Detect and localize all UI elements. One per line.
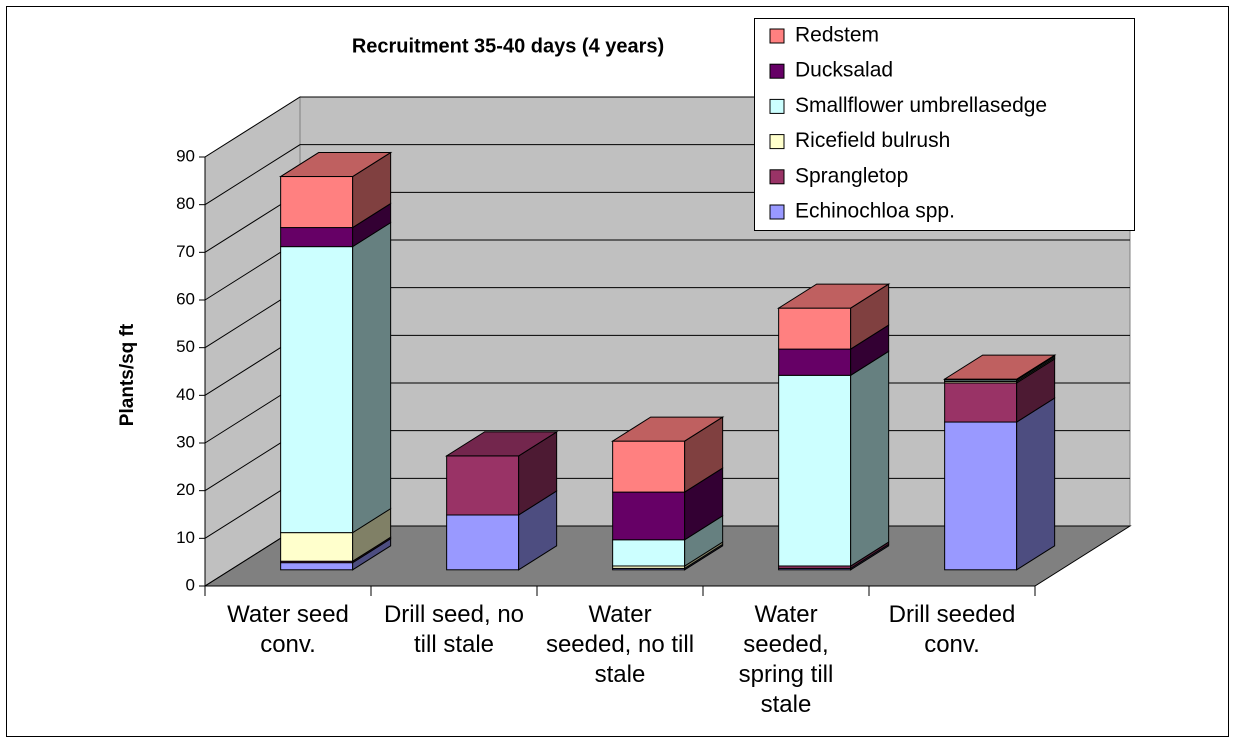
y-axis-label: Plants/sq ft bbox=[117, 323, 138, 426]
chart-title: Recruitment 35-40 days (4 years) bbox=[352, 35, 664, 57]
legend-label: Sprangletop bbox=[795, 164, 908, 187]
y-tick-label: 60 bbox=[176, 289, 195, 308]
bar-segment bbox=[446, 514, 520, 571]
x-tick-label: Water seeded, spring till stale bbox=[739, 601, 834, 718]
bar-segment bbox=[778, 374, 852, 567]
legend-label: Echinochloa spp. bbox=[795, 200, 955, 223]
bar-segment bbox=[778, 348, 852, 376]
x-tick-label-line: Drill seed, no bbox=[384, 601, 524, 628]
x-tick-label: Water seed conv. bbox=[227, 601, 349, 658]
bar-top bbox=[776, 283, 891, 309]
bar-side bbox=[1016, 397, 1056, 571]
y-tick-label: 70 bbox=[176, 242, 195, 261]
x-tick-label: Drill seeded conv. bbox=[889, 601, 1016, 658]
legend-label: Ricefield bulrush bbox=[795, 129, 950, 152]
bar-top bbox=[444, 431, 559, 457]
legend-swatch bbox=[769, 134, 785, 150]
x-tick-label: Water seeded, no till stale bbox=[546, 601, 694, 688]
y-tick-label: 40 bbox=[176, 385, 195, 404]
bar-segment bbox=[280, 532, 354, 562]
legend-label: Smallflower umbrellasedge bbox=[795, 94, 1047, 117]
legend-swatch bbox=[769, 98, 785, 114]
legend-label: Ducksalad bbox=[795, 59, 893, 82]
x-tick-label-line: Water bbox=[588, 601, 651, 628]
x-tick-label-line: spring till bbox=[739, 661, 834, 688]
x-tick-label-line: conv. bbox=[924, 631, 980, 658]
legend-swatch bbox=[769, 28, 785, 44]
bar-top bbox=[610, 416, 725, 442]
legend bbox=[754, 18, 1135, 231]
bar-segment bbox=[944, 382, 1018, 423]
x-tick-label-line: Water bbox=[754, 601, 817, 628]
bar-segment bbox=[778, 307, 852, 350]
bar-top bbox=[942, 354, 1057, 380]
x-tick-label-line: seeded, no till bbox=[546, 631, 694, 658]
x-tick-label-line: Water seed bbox=[227, 601, 349, 628]
bar-side bbox=[850, 350, 890, 567]
y-tick-label: 90 bbox=[176, 146, 195, 165]
legend-label: Redstem bbox=[795, 24, 879, 47]
x-tick-label-line: Drill seeded bbox=[889, 601, 1016, 628]
bar-segment bbox=[944, 421, 1018, 571]
x-tick-label-line: stale bbox=[595, 661, 646, 688]
bar-segment bbox=[612, 539, 686, 567]
x-tick-label-line: till stale bbox=[414, 631, 494, 658]
bar-segment bbox=[446, 455, 520, 516]
x-tick-label-line: stale bbox=[761, 691, 812, 718]
x-tick-label-line: seeded, bbox=[743, 631, 828, 658]
y-tick-label: 30 bbox=[176, 432, 195, 451]
bar-top bbox=[278, 152, 393, 178]
y-tick-label: 50 bbox=[176, 337, 195, 356]
bar-segment bbox=[280, 227, 354, 248]
y-tick-label: 0 bbox=[186, 575, 195, 594]
bar-side bbox=[352, 221, 392, 534]
x-tick-label: Drill seed, no till stale bbox=[384, 601, 524, 658]
legend-swatch bbox=[769, 63, 785, 79]
legend-swatch bbox=[769, 169, 785, 185]
y-tick-label: 80 bbox=[176, 194, 195, 213]
bar-segment bbox=[280, 176, 354, 229]
bar-segment bbox=[612, 491, 686, 541]
x-tick-label-line: conv. bbox=[260, 631, 316, 658]
bar-segment bbox=[280, 562, 354, 571]
bar-segment bbox=[612, 440, 686, 493]
y-tick-label: 20 bbox=[176, 480, 195, 499]
bar-segment bbox=[280, 246, 354, 534]
y-tick-label: 10 bbox=[176, 528, 195, 547]
legend-swatch bbox=[769, 204, 785, 220]
